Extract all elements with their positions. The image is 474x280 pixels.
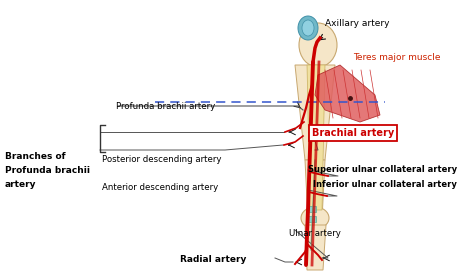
- FancyBboxPatch shape: [308, 206, 316, 212]
- Text: Anterior descending artery: Anterior descending artery: [102, 183, 218, 192]
- FancyBboxPatch shape: [308, 216, 316, 222]
- Text: Teres major muscle: Teres major muscle: [353, 53, 441, 62]
- Text: Inferior ulnar collateral artery: Inferior ulnar collateral artery: [313, 180, 457, 189]
- Text: Brachial artery: Brachial artery: [312, 128, 394, 138]
- Text: Profunda brachii artery: Profunda brachii artery: [116, 102, 215, 111]
- Polygon shape: [307, 65, 325, 210]
- Polygon shape: [295, 65, 335, 160]
- Polygon shape: [305, 225, 326, 270]
- Text: Ulnar artery: Ulnar artery: [289, 229, 341, 238]
- Text: Radial artery: Radial artery: [180, 255, 246, 263]
- Text: Superior ulnar collateral artery: Superior ulnar collateral artery: [308, 165, 457, 174]
- Text: Axillary artery: Axillary artery: [325, 19, 389, 28]
- Ellipse shape: [302, 20, 314, 36]
- Polygon shape: [315, 65, 380, 122]
- Text: artery: artery: [5, 180, 36, 189]
- Text: Branches of: Branches of: [5, 152, 65, 161]
- Text: Profunda brachii: Profunda brachii: [5, 166, 90, 175]
- Ellipse shape: [299, 23, 337, 67]
- Text: Posterior descending artery: Posterior descending artery: [102, 155, 221, 164]
- Ellipse shape: [298, 16, 318, 40]
- Ellipse shape: [301, 207, 329, 229]
- Polygon shape: [305, 160, 325, 220]
